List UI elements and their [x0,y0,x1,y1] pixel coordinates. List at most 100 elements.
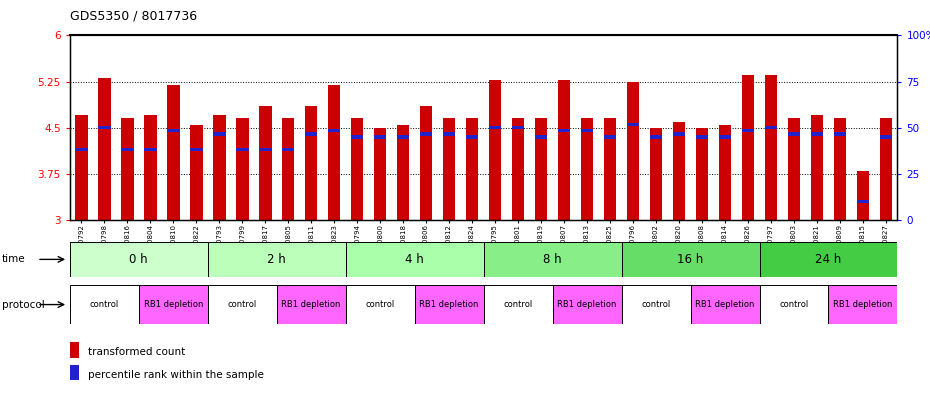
Bar [604,119,617,220]
Bar [580,119,593,220]
Text: 16 h: 16 h [677,253,704,266]
Text: control: control [503,300,533,309]
Text: RB1 depletion: RB1 depletion [833,300,893,309]
Bar [75,148,87,151]
Bar [742,75,754,220]
Bar [764,75,777,220]
Bar [415,285,484,324]
Bar [552,285,621,324]
Bar [580,129,593,132]
Bar [696,135,709,139]
Bar [857,200,870,203]
Bar [144,148,156,151]
Bar [535,135,548,139]
Bar [443,119,456,220]
Bar [419,106,432,220]
Bar [374,135,387,139]
Text: 0 h: 0 h [129,253,148,266]
Text: control: control [228,300,257,309]
Text: control: control [365,300,394,309]
Bar [672,132,685,136]
Text: protocol: protocol [2,299,45,310]
Bar [512,119,525,220]
Bar [788,132,801,136]
Text: transformed count: transformed count [87,347,185,357]
Text: RB1 depletion: RB1 depletion [557,300,617,309]
Text: time: time [2,254,25,264]
Bar [259,148,272,151]
Bar [696,128,709,220]
Bar [811,132,823,136]
Bar [466,135,478,139]
Bar [672,121,685,220]
Bar [788,119,801,220]
Text: RB1 depletion: RB1 depletion [143,300,203,309]
Bar [98,79,111,220]
Bar [512,126,525,129]
Bar [351,135,364,139]
Bar [282,119,295,220]
Bar [627,82,639,220]
Bar [328,84,340,220]
Bar [98,126,111,129]
Bar [121,148,134,151]
Bar [207,285,276,324]
Bar [166,129,179,132]
Bar [397,135,409,139]
Text: control: control [642,300,671,309]
Bar [742,129,754,132]
Bar [190,148,203,151]
Bar [259,106,272,220]
Bar [213,132,225,136]
Bar [75,116,87,220]
Bar [880,135,892,139]
Bar [857,171,870,220]
Bar [70,285,139,324]
Bar [282,148,295,151]
Text: GDS5350 / 8017736: GDS5350 / 8017736 [70,10,197,23]
Bar [139,285,207,324]
Bar [833,132,846,136]
Bar [621,285,690,324]
Bar [558,80,570,220]
Bar [328,129,340,132]
Bar [305,132,317,136]
Bar [535,119,548,220]
Bar [621,242,760,277]
Bar [443,132,456,136]
Bar [190,125,203,220]
Bar [760,285,829,324]
Bar [690,285,760,324]
Bar [489,80,501,220]
Bar [305,106,317,220]
Bar [484,285,552,324]
Bar [719,135,731,139]
Bar [489,126,501,129]
Text: 24 h: 24 h [816,253,842,266]
Bar [70,365,79,380]
Bar [419,132,432,136]
Bar [764,126,777,129]
Text: control: control [89,300,119,309]
Bar [466,119,478,220]
Bar [236,119,248,220]
Bar [719,125,731,220]
Bar [351,119,364,220]
Bar [833,119,846,220]
Bar [650,128,662,220]
Bar [880,119,892,220]
Text: RB1 depletion: RB1 depletion [696,300,755,309]
Bar [811,116,823,220]
Bar [374,128,387,220]
Bar [829,285,897,324]
Bar [558,129,570,132]
Bar [70,242,207,277]
Text: RB1 depletion: RB1 depletion [282,300,341,309]
Bar [276,285,346,324]
Bar [121,119,134,220]
Bar [650,135,662,139]
Bar [346,285,415,324]
Bar [760,242,897,277]
Bar [166,84,179,220]
Bar [144,116,156,220]
